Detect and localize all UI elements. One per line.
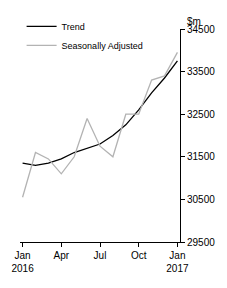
svg-text:Jan2017: Jan2017 <box>166 250 189 274</box>
svg-text:30500: 30500 <box>187 194 215 205</box>
svg-text:Seasonally Adjusted: Seasonally Adjusted <box>62 41 143 51</box>
svg-text:Oct: Oct <box>131 250 147 261</box>
svg-text:Jul: Jul <box>94 250 107 261</box>
svg-text:Apr: Apr <box>54 250 70 261</box>
svg-text:34500: 34500 <box>187 24 215 35</box>
svg-text:Trend: Trend <box>62 22 85 32</box>
svg-text:$m: $m <box>187 16 201 27</box>
svg-text:Jan2016: Jan2016 <box>11 250 34 274</box>
svg-text:29500: 29500 <box>187 237 215 248</box>
svg-text:31500: 31500 <box>187 151 215 162</box>
svg-text:32500: 32500 <box>187 109 215 120</box>
svg-text:33500: 33500 <box>187 66 215 77</box>
